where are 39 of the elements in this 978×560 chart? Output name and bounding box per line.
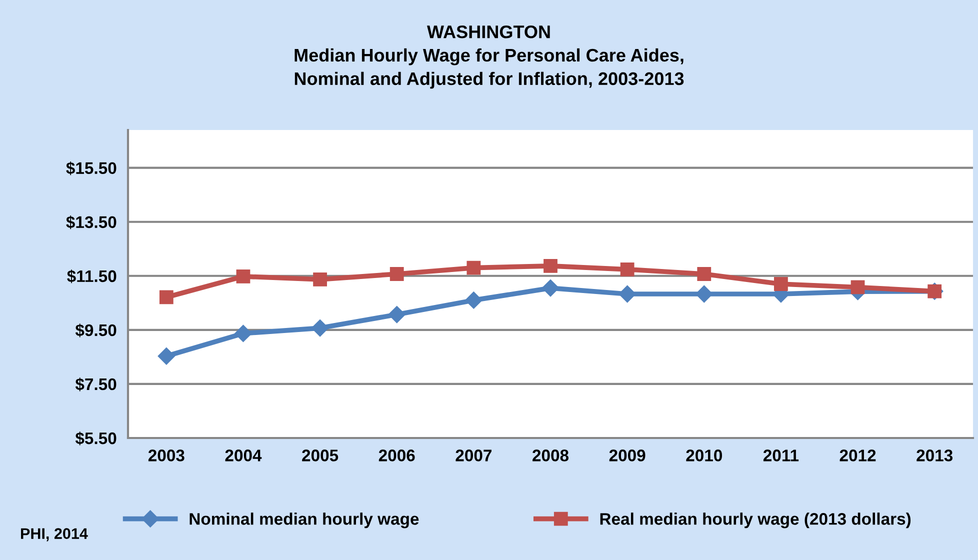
x-tick-label: 2010 bbox=[686, 450, 722, 462]
y-tick-label: $13.50 bbox=[66, 216, 116, 230]
y-tick-label: $7.50 bbox=[75, 378, 116, 392]
point bbox=[466, 260, 481, 275]
y-tick-label: $11.50 bbox=[67, 270, 116, 284]
x-tick-label: 2004 bbox=[225, 450, 262, 462]
x-tick-label: 2008 bbox=[532, 450, 569, 462]
x-tick-label: 2003 bbox=[148, 450, 184, 462]
point bbox=[388, 306, 406, 324]
point bbox=[465, 292, 482, 309]
legend-label: Real median hourly wage (2013 dollars) bbox=[600, 512, 911, 528]
text: PHI, 2014 bbox=[21, 528, 88, 542]
chart-title: WASHINGTON Median Hourly Wage for Personal Care Aides, Nominal and Adjusted for Inflation, 2003-2013 bbox=[294, 25, 684, 89]
point bbox=[311, 319, 329, 337]
x-tick-label: 2005 bbox=[302, 450, 338, 462]
point bbox=[390, 267, 404, 281]
x-tick-label: 2006 bbox=[378, 450, 415, 462]
y-tick-label: $15.50 bbox=[66, 161, 116, 176]
x-tick-label: 2012 bbox=[840, 450, 876, 462]
x-tick-label: 2009 bbox=[609, 450, 646, 462]
point bbox=[158, 348, 175, 365]
y-tick-label: $9.50 bbox=[75, 324, 116, 338]
point bbox=[696, 285, 713, 303]
x-tick-label: 2013 bbox=[916, 450, 953, 462]
point bbox=[850, 280, 865, 294]
point bbox=[313, 272, 327, 286]
point bbox=[774, 277, 788, 291]
point bbox=[618, 285, 636, 303]
point bbox=[234, 324, 252, 342]
x-tick-label: 2007 bbox=[456, 450, 492, 462]
point bbox=[697, 267, 712, 281]
point bbox=[159, 290, 174, 304]
legend-label: Nominal median hourly wage bbox=[190, 512, 419, 528]
x-tick-label: 2011 bbox=[763, 450, 799, 462]
point bbox=[620, 262, 634, 276]
y-tick-label: $5.50 bbox=[75, 432, 116, 446]
point bbox=[542, 280, 560, 297]
point bbox=[236, 269, 250, 284]
point bbox=[544, 258, 558, 273]
